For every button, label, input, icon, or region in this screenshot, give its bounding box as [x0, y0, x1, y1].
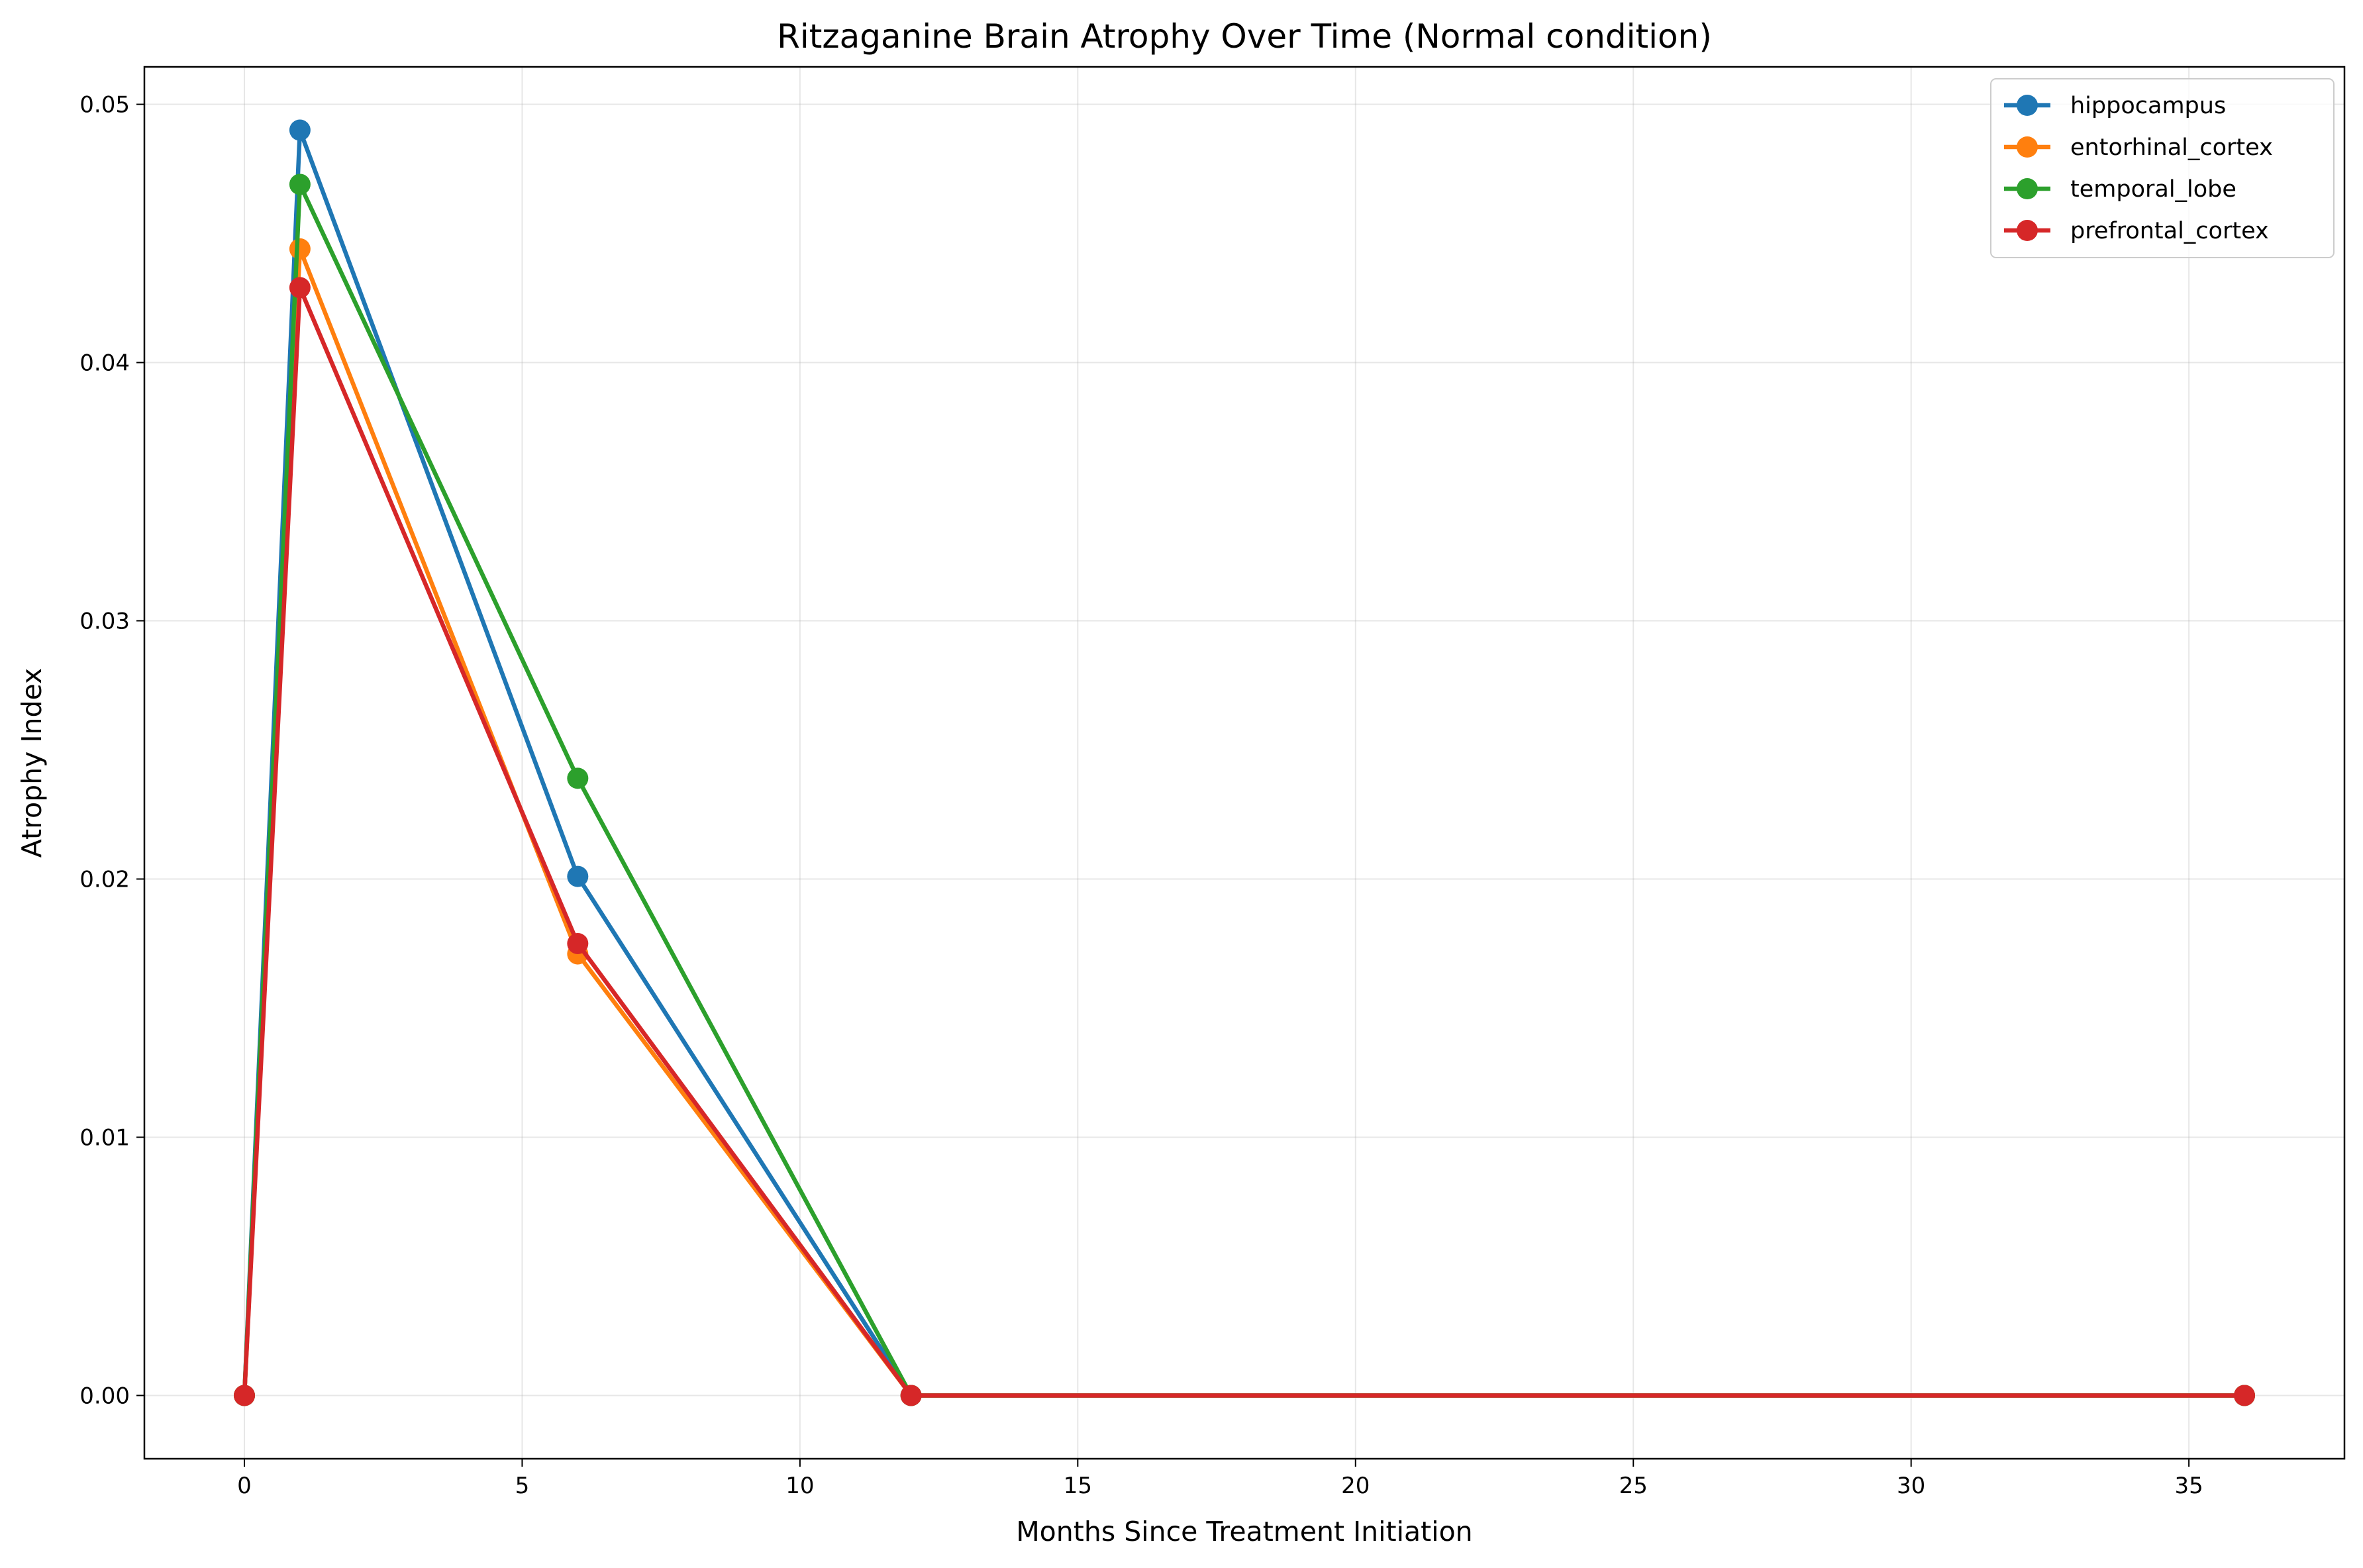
axis-ticks: 0 5 10 15 20 25 30 35 0.00 0.01 0.02 0.03 0.04 0.05 [79, 92, 2203, 1499]
data-point [900, 1385, 922, 1406]
legend-label: temporal_lobe [2070, 176, 2237, 203]
x-tick-label: 0 [237, 1473, 252, 1499]
legend-marker [2017, 95, 2038, 116]
y-tick-label: 0.04 [79, 350, 130, 377]
legend-label: hippocampus [2070, 93, 2226, 119]
data-point [289, 277, 311, 299]
legend: hippocampus entorhinal_cortex temporal_lob… [1990, 78, 2335, 258]
data-point [567, 932, 589, 954]
legend-label: entorhinal_cortex [2070, 134, 2273, 161]
legend-marker [2017, 136, 2038, 158]
x-tick-label: 20 [1341, 1473, 1370, 1499]
data-point [289, 119, 311, 141]
series-prefrontal_cortex [234, 277, 2255, 1406]
legend-marker [2017, 178, 2038, 199]
data-point [567, 767, 589, 789]
legend-box [1990, 78, 2335, 258]
x-tick-label: 30 [1897, 1473, 1925, 1499]
x-tick-label: 25 [1619, 1473, 1648, 1499]
y-axis-label: Atrophy Index [16, 668, 48, 858]
y-tick-label: 0.02 [79, 866, 130, 893]
x-axis-label: Months Since Treatment Initiation [1016, 1516, 1472, 1547]
y-tick-label: 0.03 [79, 609, 130, 635]
data-point [289, 238, 311, 260]
y-tick-label: 0.00 [79, 1383, 130, 1409]
legend-label: prefrontal_cortex [2070, 218, 2269, 244]
x-tick-label: 10 [785, 1473, 814, 1499]
y-tick-label: 0.01 [79, 1124, 130, 1151]
plot-frame [143, 66, 2346, 1460]
y-tick-label: 0.05 [79, 92, 130, 119]
grid [144, 67, 2344, 1459]
legend-marker [2017, 220, 2038, 241]
x-tick-label: 5 [515, 1473, 530, 1499]
x-tick-label: 15 [1064, 1473, 1092, 1499]
x-tick-label: 35 [2174, 1473, 2203, 1499]
chart-title: Ritzaganine Brain Atrophy Over Time (Nor… [777, 17, 1712, 56]
data-point [2234, 1385, 2255, 1406]
series-group [234, 119, 2255, 1406]
data-point [289, 173, 311, 195]
data-point [234, 1385, 255, 1406]
data-point [567, 865, 589, 887]
